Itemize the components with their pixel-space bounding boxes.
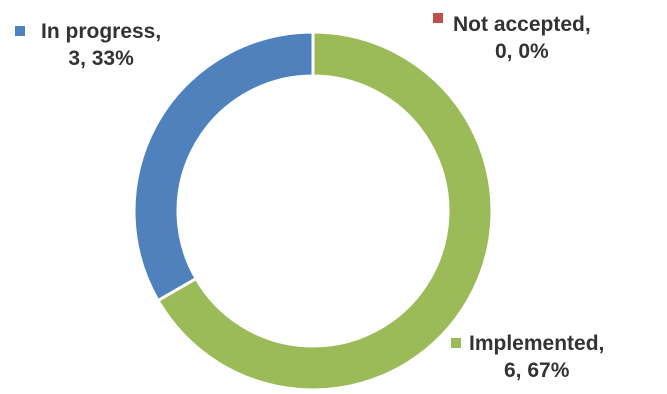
slice-implemented	[155, 30, 494, 392]
data-label-not-accepted-line1: Not accepted,	[453, 13, 591, 36]
data-label-in-progress-line2: 3, 33%	[68, 47, 134, 70]
data-label-implemented-line2: 6, 67%	[503, 359, 570, 382]
data-label-not-accepted: Not accepted, 0, 0%	[453, 11, 591, 65]
data-label-implemented: Implemented, 6, 67%	[469, 330, 604, 384]
legend-key-implemented	[451, 338, 461, 348]
legend-key-not-accepted	[433, 13, 443, 23]
data-label-not-accepted-line2: 0, 0%	[495, 40, 549, 63]
slice-in-progress	[132, 30, 315, 303]
legend-key-in-progress	[15, 26, 25, 36]
data-label-in-progress-line1: In progress,	[41, 20, 162, 43]
data-label-implemented-line1: Implemented,	[469, 332, 605, 355]
data-label-in-progress: In progress, 3, 33%	[41, 18, 161, 72]
